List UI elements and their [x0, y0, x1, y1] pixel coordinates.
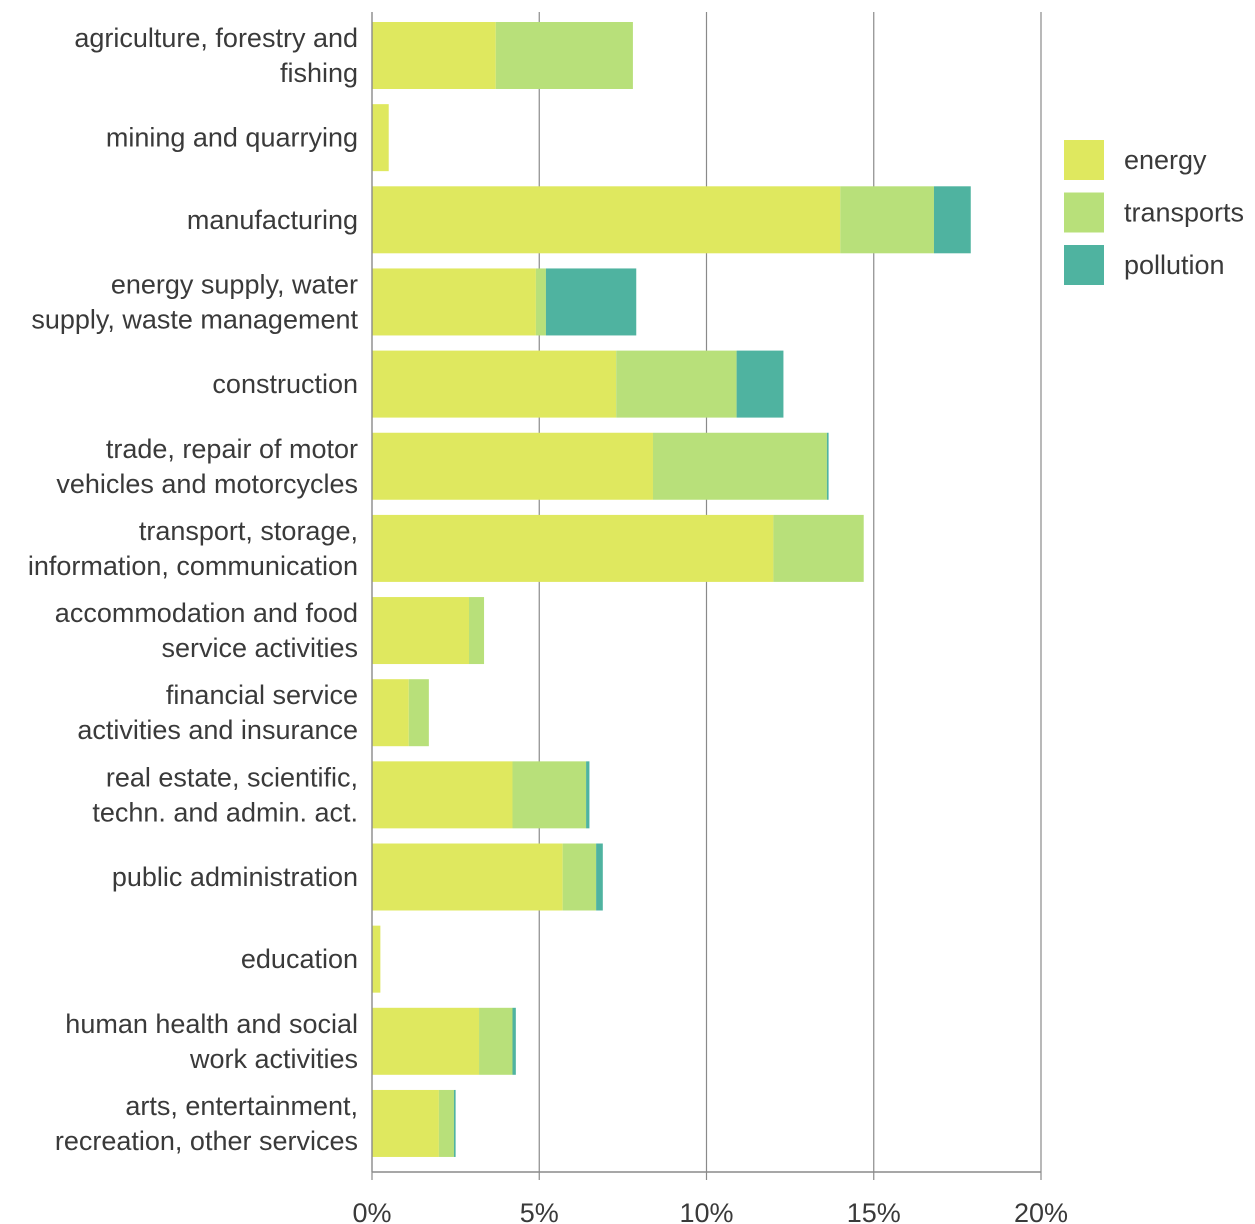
x-tick-label: 0% [352, 1198, 391, 1224]
x-tick-label: 15% [847, 1198, 901, 1224]
grid-lines [538, 12, 1042, 1172]
bars [372, 22, 971, 1157]
bar-energy-0 [372, 22, 496, 89]
category-label: supply, waste management [31, 304, 358, 334]
bar-transports-0 [495, 22, 633, 89]
bar-transports-5 [652, 432, 827, 500]
x-tick-labels: 0% 5% 10% 15% 20% [352, 1198, 1068, 1224]
category-labels: agriculture, forestry and fishing mining a… [28, 23, 359, 1156]
bar-energy-12 [372, 1007, 480, 1075]
legend-label-pollution: pollution [1124, 250, 1225, 280]
bar-pollution-5 [826, 432, 829, 500]
legend-swatch-transports [1064, 192, 1104, 233]
bar-pollution-3 [545, 268, 637, 336]
bar-energy-11 [372, 925, 381, 993]
category-label: construction [212, 369, 358, 399]
category-label: arts, entertainment, [125, 1091, 358, 1121]
category-label: information, communication [28, 551, 358, 581]
category-label: accommodation and food [55, 598, 358, 628]
bar-transports-13 [438, 1089, 454, 1157]
category-label: recreation, other services [55, 1126, 358, 1156]
bar-transports-6 [773, 514, 864, 582]
legend-swatch-pollution [1064, 245, 1104, 285]
bar-pollution-9 [586, 761, 590, 829]
bar-energy-5 [372, 432, 653, 500]
bar-transports-4 [616, 350, 737, 418]
bar-energy-2 [372, 186, 841, 254]
category-label: work activities [189, 1044, 358, 1074]
category-label: mining and quarrying [106, 123, 358, 153]
category-label: energy supply, water [111, 269, 358, 299]
x-tick-label: 5% [520, 1198, 559, 1224]
category-label: fishing [280, 58, 358, 88]
bar-transports-2 [840, 186, 934, 254]
category-label: agriculture, forestry and [74, 23, 358, 53]
bar-pollution-10 [596, 843, 603, 911]
category-label: financial service [166, 680, 358, 710]
bar-pollution-13 [453, 1089, 456, 1157]
bar-transports-10 [562, 843, 597, 911]
x-tick-label: 20% [1014, 1198, 1068, 1224]
category-label: transport, storage, [139, 516, 358, 546]
bar-transports-8 [408, 679, 429, 747]
bar-energy-7 [372, 597, 470, 665]
bar-transports-3 [535, 268, 546, 336]
legend: energy transports pollution [1064, 140, 1244, 285]
bar-energy-9 [372, 761, 513, 829]
bar-transports-12 [479, 1007, 513, 1075]
category-label: service activities [161, 633, 358, 663]
category-label: manufacturing [187, 205, 358, 235]
bar-pollution-2 [933, 186, 971, 254]
category-label: human health and social [65, 1009, 358, 1039]
bar-energy-10 [372, 843, 563, 911]
bar-pollution-4 [736, 350, 784, 418]
bar-transports-7 [469, 597, 485, 665]
bar-transports-9 [512, 761, 587, 829]
bar-pollution-12 [512, 1007, 516, 1075]
legend-label-energy: energy [1124, 145, 1207, 175]
category-label: trade, repair of motor [106, 434, 358, 464]
bar-energy-6 [372, 514, 774, 582]
bar-energy-13 [372, 1089, 439, 1157]
bar-energy-3 [372, 268, 536, 336]
axes [371, 12, 1042, 1180]
legend-label-transports: transports [1124, 198, 1244, 228]
category-label: public administration [112, 862, 358, 892]
bar-energy-1 [372, 104, 389, 172]
bar-energy-4 [372, 350, 617, 418]
category-label: vehicles and motorcycles [56, 469, 358, 499]
category-label: activities and insurance [77, 715, 358, 745]
category-label: real estate, scientific, [106, 762, 358, 792]
legend-swatch-energy [1064, 140, 1104, 180]
bar-energy-8 [372, 679, 409, 747]
category-label: techn. and admin. act. [92, 797, 358, 827]
x-tick-label: 10% [679, 1198, 733, 1224]
category-label: education [241, 944, 358, 974]
